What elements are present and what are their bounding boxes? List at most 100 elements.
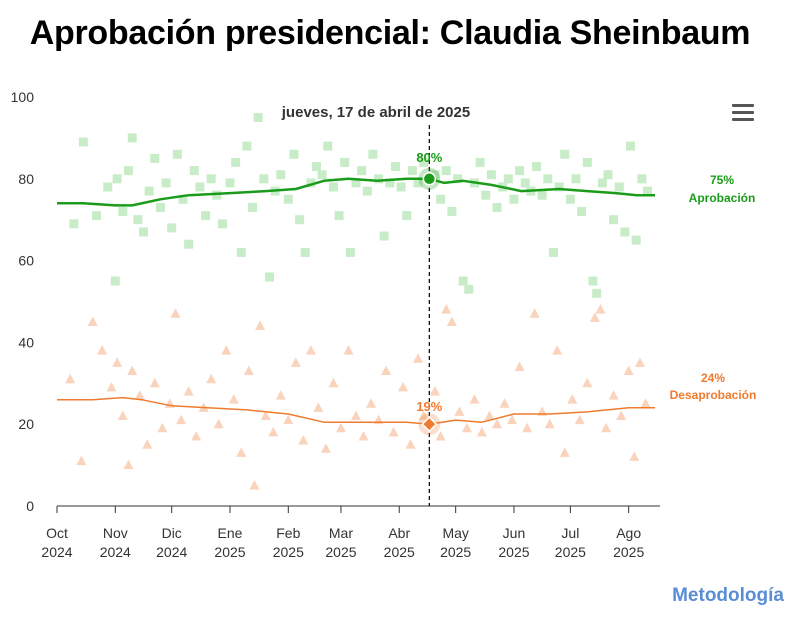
approval-poll-point xyxy=(577,207,587,217)
x-tick-year: 2024 xyxy=(100,544,131,560)
approval-poll-point xyxy=(236,247,246,257)
disapproval-poll-point xyxy=(552,345,563,355)
axes: Oct 2024 Nov 2024 Dic 2024 Ene 2025 Feb 2025 Mar 20… xyxy=(41,505,660,560)
methodology-link[interactable]: Metodología xyxy=(672,585,784,606)
disapproval-poll-point xyxy=(461,422,472,433)
approval-poll-point xyxy=(253,112,263,122)
disapproval-poll-point xyxy=(492,418,503,429)
crosshair-date-label: jueves, 17 de abril de 2025 xyxy=(281,104,470,121)
disapproval-poll-point xyxy=(313,402,324,412)
approval-poll-point xyxy=(385,178,395,188)
approval-poll-point xyxy=(334,211,344,221)
disapproval-poll-point xyxy=(149,377,160,388)
approval-poll-point xyxy=(503,174,513,184)
approval-poll-point xyxy=(340,157,350,167)
approval-poll-point xyxy=(631,235,641,245)
disapproval-poll-point xyxy=(221,345,232,355)
approval-poll-point xyxy=(592,288,602,298)
approval-poll-point xyxy=(69,219,79,229)
x-tick-label: Oct xyxy=(46,525,68,541)
x-tick-label: Ene xyxy=(218,525,243,541)
disapproval-poll-point xyxy=(351,410,361,421)
approval-poll-point xyxy=(368,149,378,159)
approval-poll-point xyxy=(642,186,652,196)
approval-poll-point xyxy=(374,174,384,184)
approval-poll-point xyxy=(78,137,88,147)
disapproval-poll-point xyxy=(484,410,495,421)
approval-poll-point xyxy=(620,227,630,237)
approval-poll-point xyxy=(565,194,575,204)
x-tick-label: Feb xyxy=(276,525,300,541)
approval-poll-point xyxy=(317,170,327,180)
x-tick-label: Jul xyxy=(561,525,579,541)
approval-poll-point xyxy=(543,174,553,184)
approval-poll-point xyxy=(206,174,216,184)
disapproval-poll-point xyxy=(142,439,153,449)
approval-poll-point xyxy=(560,149,570,159)
disapproval-poll-point xyxy=(429,385,440,396)
approval-poll-point xyxy=(458,276,468,286)
approval-series-label: Aprobación xyxy=(689,191,756,205)
approval-poll-point xyxy=(328,182,338,192)
disapproval-poll-point xyxy=(469,394,480,404)
approval-poll-point xyxy=(123,166,133,176)
disapproval-poll-point xyxy=(559,447,570,457)
disapproval-poll-point xyxy=(305,345,316,355)
approval-poll-point xyxy=(357,166,367,176)
disapproval-poll-point xyxy=(249,480,260,490)
approval-poll-point xyxy=(626,141,636,151)
approval-end-value: 75% xyxy=(710,173,734,187)
disapproval-poll-point xyxy=(290,357,301,367)
disapproval-poll-point xyxy=(112,357,123,367)
approval-poll-point xyxy=(515,166,525,176)
disapproval-poll-point xyxy=(388,426,399,437)
approval-poll-point xyxy=(110,276,120,286)
x-tick-year: 2025 xyxy=(384,544,415,560)
approval-poll-point xyxy=(231,157,241,167)
approval-poll-point xyxy=(112,174,122,184)
approval-poll-point xyxy=(419,157,429,167)
disapproval-poll-point xyxy=(255,320,266,331)
disapproval-poll-point xyxy=(582,377,593,388)
x-tick-year: 2024 xyxy=(41,544,72,560)
disapproval-series-label: Desaprobación xyxy=(670,388,757,402)
y-tick-label: 0 xyxy=(26,498,34,514)
approval-poll-point xyxy=(430,170,440,180)
approval-poll-point xyxy=(195,182,205,192)
disapproval-poll-point xyxy=(616,410,627,421)
approval-poll-point xyxy=(637,174,647,184)
approval-poll-point xyxy=(548,247,558,257)
approval-poll-point xyxy=(609,215,619,225)
disapproval-poll-point xyxy=(446,316,457,326)
x-tick-year: 2025 xyxy=(325,544,356,560)
approval-value-label: 80% xyxy=(416,150,442,165)
approval-poll-point xyxy=(597,178,607,188)
disapproval-poll-point xyxy=(418,410,429,421)
disapproval-poll-point xyxy=(183,385,194,396)
x-tick-year: 2025 xyxy=(214,544,245,560)
disapproval-poll-point xyxy=(106,381,117,392)
disapproval-poll-point xyxy=(134,390,145,400)
disapproval-poll-point xyxy=(268,426,279,437)
disapproval-poll-point xyxy=(629,451,640,461)
approval-poll-point xyxy=(312,162,322,172)
approval-trend-line xyxy=(57,177,655,207)
approval-poll-point xyxy=(242,141,252,151)
approval-poll-point xyxy=(351,178,361,188)
disapproval-poll-point xyxy=(405,439,416,449)
disapproval-poll-point xyxy=(595,304,606,314)
hamburger-menu-icon[interactable] xyxy=(732,104,754,124)
disapproval-poll-point xyxy=(283,414,294,425)
disapproval-poll-point xyxy=(381,365,392,376)
disapproval-poll-point xyxy=(623,365,634,376)
disapproval-poll-point xyxy=(476,426,487,437)
approval-poll-point xyxy=(133,215,143,225)
disapproval-poll-point xyxy=(87,316,98,326)
disapproval-poll-point xyxy=(157,422,168,433)
disapproval-poll-point xyxy=(358,430,369,441)
approval-poll-point xyxy=(323,141,333,151)
approval-poll-point xyxy=(509,194,519,204)
trend-lines xyxy=(57,177,655,425)
disapproval-poll-point xyxy=(260,410,271,421)
